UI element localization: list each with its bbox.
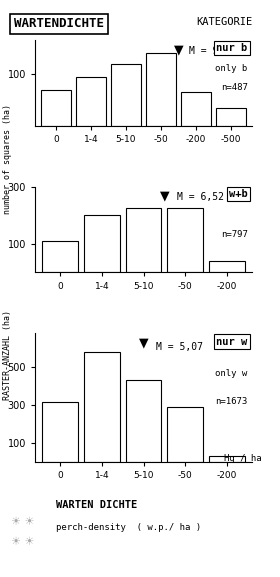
Text: RASTER-ANZAHL (ha): RASTER-ANZAHL (ha) <box>3 310 12 400</box>
Text: Hg / ha: Hg / ha <box>224 454 262 463</box>
Text: w+b: w+b <box>229 189 248 199</box>
Bar <box>84 351 120 462</box>
Bar <box>167 407 203 462</box>
Text: number of squares (ha): number of squares (ha) <box>3 104 12 213</box>
Bar <box>42 402 78 462</box>
Bar <box>76 77 106 126</box>
Bar <box>42 241 78 272</box>
Text: M = 5,07: M = 5,07 <box>156 342 203 351</box>
Bar <box>146 54 176 126</box>
Bar <box>126 208 161 272</box>
Text: n=797: n=797 <box>221 230 248 238</box>
Text: n=1673: n=1673 <box>215 397 248 406</box>
Bar <box>84 215 120 272</box>
Bar <box>216 108 246 126</box>
Text: M = 6,52: M = 6,52 <box>177 193 224 203</box>
Text: M = 9,10: M = 9,10 <box>189 46 236 57</box>
Text: only w: only w <box>215 369 248 378</box>
Text: WARTENDICHTE: WARTENDICHTE <box>14 17 104 31</box>
Text: nur w: nur w <box>216 336 248 347</box>
Bar <box>181 92 211 126</box>
Bar <box>209 261 245 272</box>
Text: ▼: ▼ <box>160 189 169 202</box>
Bar <box>126 380 161 462</box>
Bar <box>167 208 203 272</box>
Text: WARTEN DICHTE: WARTEN DICHTE <box>56 500 137 510</box>
Bar <box>209 456 245 462</box>
Text: ▼: ▼ <box>174 43 183 56</box>
Bar <box>41 90 71 126</box>
Text: KATEGORIE: KATEGORIE <box>196 17 252 27</box>
Bar <box>111 64 141 126</box>
Text: ☀ ☀: ☀ ☀ <box>11 537 35 548</box>
Text: ☀ ☀: ☀ ☀ <box>11 517 35 527</box>
Text: ▼: ▼ <box>139 336 148 350</box>
Text: perch-density  ( w.p./ ha ): perch-density ( w.p./ ha ) <box>56 523 201 533</box>
Text: only b: only b <box>215 65 248 73</box>
Text: nur b: nur b <box>216 43 248 53</box>
Text: n=487: n=487 <box>221 83 248 92</box>
